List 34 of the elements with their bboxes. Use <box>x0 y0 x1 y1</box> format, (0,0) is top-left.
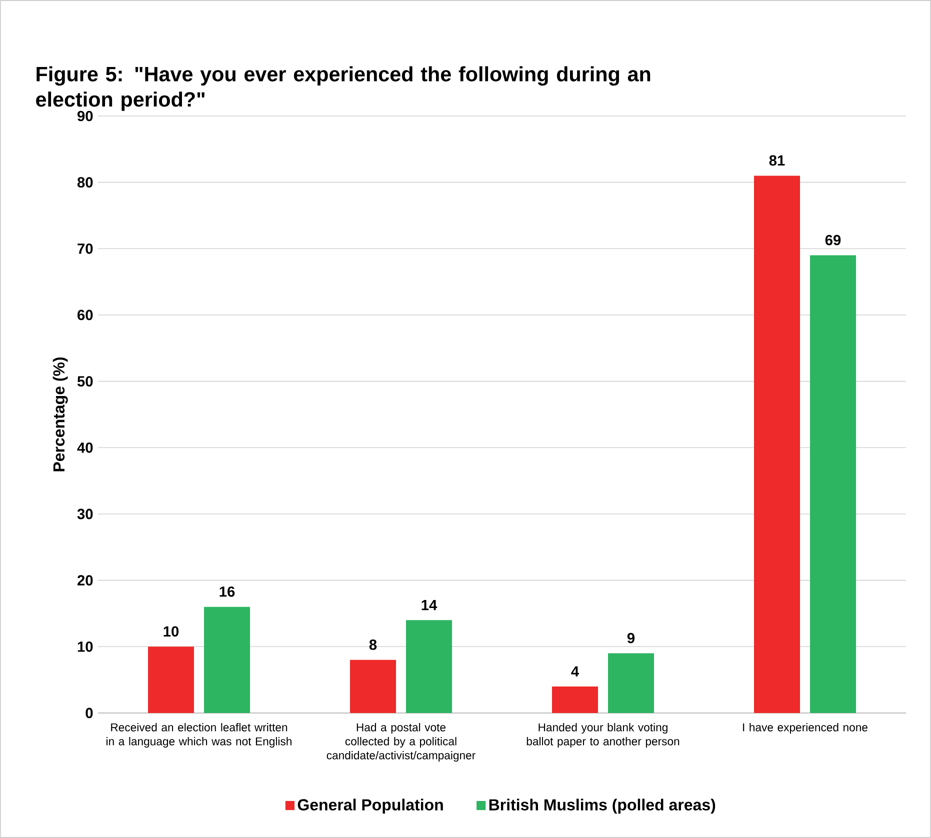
bar <box>350 660 396 713</box>
x-tick-label: I have experienced none <box>743 723 868 734</box>
y-tick-label: 70 <box>78 243 93 254</box>
data-label: 81 <box>769 155 785 166</box>
y-tick-label: 20 <box>77 575 93 586</box>
legend-label: General Population <box>298 798 443 814</box>
x-tick-label: Handed your blank voting ballot paper to another person <box>526 723 680 748</box>
y-tick-label: 10 <box>78 641 93 652</box>
bar <box>204 606 250 713</box>
data-label: 10 <box>164 626 179 637</box>
bar <box>148 646 194 713</box>
y-tick-label: 90 <box>77 110 93 122</box>
y-tick-label: 0 <box>86 708 93 718</box>
bar <box>552 686 598 713</box>
data-label: 14 <box>422 600 438 610</box>
data-label: 4 <box>571 666 579 676</box>
y-tick-label: 50 <box>77 376 93 387</box>
data-label: 8 <box>369 640 377 650</box>
bar <box>754 176 800 713</box>
x-tick-label: Had a postal vote collected by a political candidate/activist/campaigner <box>326 723 476 762</box>
y-tick-label: 80 <box>77 177 93 188</box>
y-tick-label: 60 <box>78 310 93 320</box>
y-tick-label: 30 <box>77 508 93 520</box>
x-tick-label: Received an election leaflet written in a language which was not English <box>106 723 292 748</box>
bar <box>406 620 452 713</box>
data-label: 69 <box>825 234 841 246</box>
y-tick-label: 40 <box>77 442 93 453</box>
chart-title: Figure 5: "Have you ever experienced the following during an election period?" <box>36 66 650 111</box>
y-axis-title: Percentage (%) <box>52 358 68 472</box>
data-label: 16 <box>220 586 235 597</box>
data-label: 9 <box>627 632 635 644</box>
legend-label: British Muslims (polled areas) <box>489 798 716 814</box>
bar <box>608 653 654 713</box>
bar <box>810 255 856 713</box>
